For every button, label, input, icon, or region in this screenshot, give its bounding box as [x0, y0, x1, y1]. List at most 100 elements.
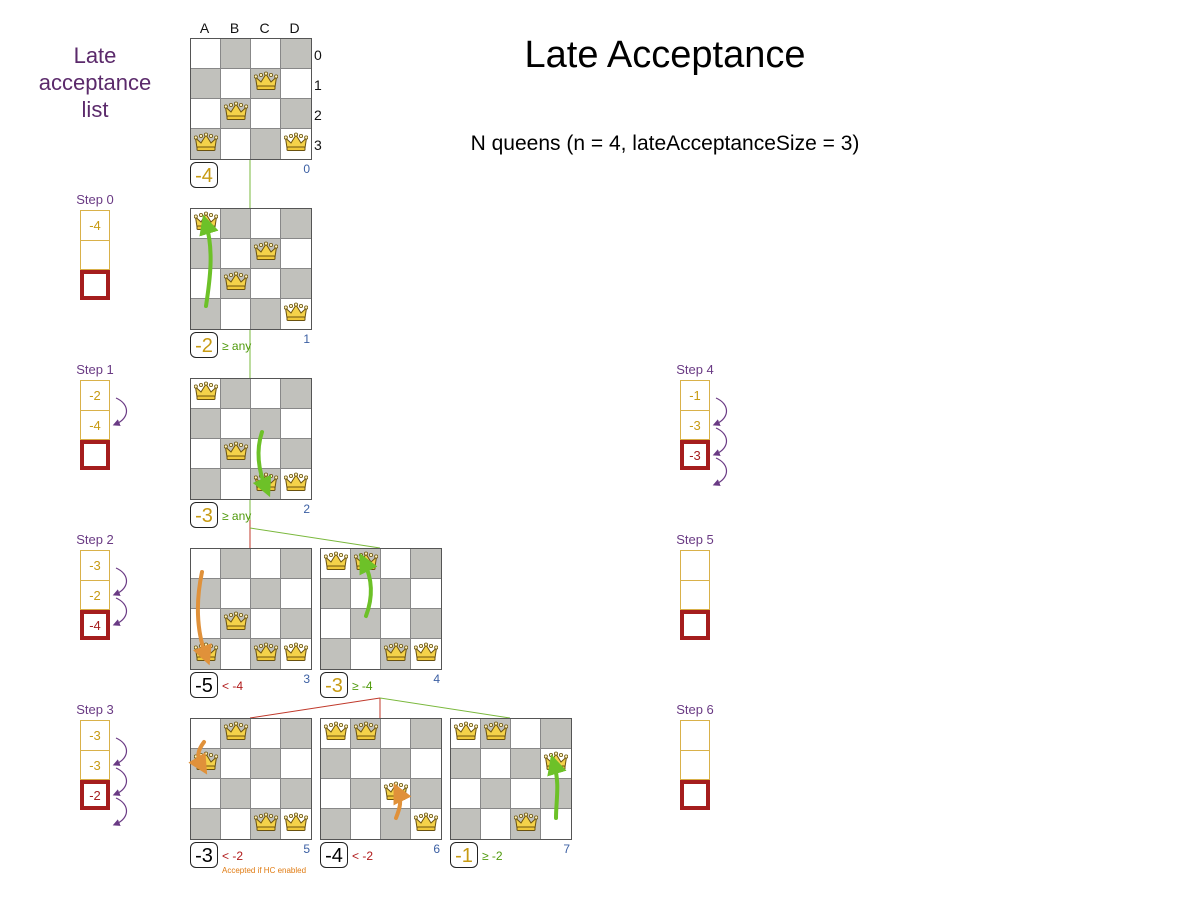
column-label-a: A: [199, 20, 211, 36]
board-cell: [191, 809, 221, 839]
board-cell: [381, 779, 411, 809]
crown-icon: [223, 271, 248, 296]
la-entry: -3: [80, 720, 110, 750]
board-cell: [281, 379, 311, 409]
crown-icon: [253, 241, 278, 266]
board-cell: [191, 39, 221, 69]
board-cell: [251, 239, 281, 269]
board-cell: [281, 639, 311, 669]
board-cell: [221, 579, 251, 609]
crown-icon: [353, 551, 378, 576]
board-cell: [191, 719, 221, 749]
board-cell: [321, 809, 351, 839]
board-cell: [221, 719, 251, 749]
crown-icon: [253, 812, 278, 837]
chessboard: [190, 208, 312, 330]
board-cell: [221, 609, 251, 639]
column-label-c: C: [259, 20, 271, 36]
board-cell: [191, 579, 221, 609]
step-label: Step 5: [676, 532, 714, 547]
chessboard: [190, 38, 312, 160]
board-cell: [251, 809, 281, 839]
column-label-d: D: [289, 20, 301, 36]
step-label: Step 0: [76, 192, 114, 207]
board-cell: [411, 809, 441, 839]
crown-icon: [513, 812, 538, 837]
board-cell: [251, 549, 281, 579]
board-cell: [541, 779, 571, 809]
page-title: Late Acceptance: [524, 34, 806, 76]
la-entry-oldest: [680, 610, 710, 640]
chessboard: [190, 718, 312, 840]
board-cell: [321, 639, 351, 669]
board-cell: [381, 719, 411, 749]
crown-icon: [283, 812, 309, 837]
step-label: Step 1: [76, 362, 114, 377]
crown-icon: [413, 642, 439, 667]
board-cell: [381, 609, 411, 639]
row-label-1: 1: [314, 77, 323, 93]
board-cell: [351, 809, 381, 839]
board-number: 6: [433, 842, 440, 856]
board-cell: [381, 749, 411, 779]
la-entry: -4: [80, 410, 110, 440]
board-cell: [221, 239, 251, 269]
board-cell: [321, 719, 351, 749]
board-cell: [191, 239, 221, 269]
board-cell: [251, 69, 281, 99]
board-cell: [191, 749, 221, 779]
chessboard: [320, 548, 442, 670]
crown-icon: [223, 101, 248, 126]
board-number: 5: [303, 842, 310, 856]
board-cell: [251, 129, 281, 159]
board-cell: [191, 69, 221, 99]
board-cell: [281, 579, 311, 609]
board-cell: [251, 99, 281, 129]
shift-arrow: [712, 397, 728, 426]
board-cell: [321, 749, 351, 779]
score-badge: -3: [190, 502, 218, 528]
board-cell: [281, 69, 311, 99]
crown-icon: [223, 441, 248, 466]
board-cell: [221, 809, 251, 839]
chessboard: [320, 718, 442, 840]
crown-icon: [283, 132, 309, 157]
crown-icon: [193, 132, 218, 157]
shift-arrow: [112, 597, 128, 626]
acceptance-condition: < -2: [352, 849, 374, 863]
crown-icon: [453, 721, 478, 746]
board-cell: [281, 439, 311, 469]
row-label-3: 3: [314, 137, 323, 153]
board-cell: [481, 749, 511, 779]
shift-arrow: [712, 457, 728, 486]
board-cell: [221, 749, 251, 779]
board-cell: [251, 609, 281, 639]
crown-icon: [383, 781, 408, 806]
board-cell: [411, 749, 441, 779]
la-title-line: list: [81, 97, 109, 122]
crown-icon: [413, 812, 439, 837]
la-entry: -1: [680, 380, 710, 410]
board-cell: [281, 409, 311, 439]
board-cell: [281, 779, 311, 809]
connector-line: [379, 697, 511, 719]
la-entry: [680, 550, 710, 580]
board-cell: [221, 779, 251, 809]
crown-icon: [253, 642, 278, 667]
board-cell: [411, 549, 441, 579]
board-cell: [221, 549, 251, 579]
board-cell: [221, 639, 251, 669]
board-cell: [381, 809, 411, 839]
shift-arrow: [112, 567, 128, 596]
board-cell: [221, 209, 251, 239]
board-cell: [251, 779, 281, 809]
step-label: Step 4: [676, 362, 714, 377]
board-cell: [221, 299, 251, 329]
board-cell: [451, 779, 481, 809]
board-cell: [251, 269, 281, 299]
late-acceptance-list-title: Late acceptance list: [30, 42, 160, 123]
board-cell: [381, 639, 411, 669]
board-cell: [281, 209, 311, 239]
board-cell: [221, 39, 251, 69]
board-cell: [251, 379, 281, 409]
